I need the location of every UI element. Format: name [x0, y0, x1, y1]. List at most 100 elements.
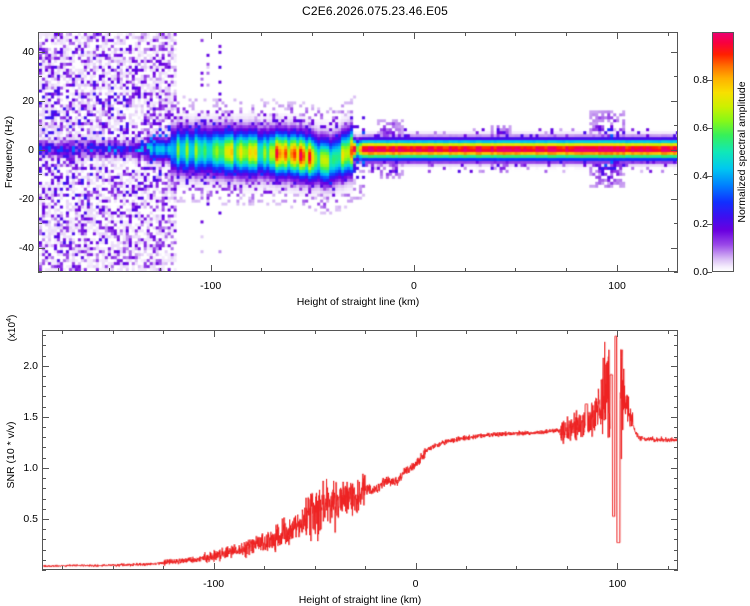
snr-ytick [674, 356, 678, 357]
snr-ytick [42, 447, 46, 448]
snr-xtick [62, 566, 63, 570]
snr-ytick [42, 386, 46, 387]
spectrogram-ytick [671, 248, 678, 249]
spectrogram-ytick [671, 199, 678, 200]
spectrogram-ytick-label: 0 [28, 143, 34, 156]
snr-ytick [674, 345, 678, 346]
spectrogram-ytick [674, 272, 678, 273]
snr-ytick [674, 539, 678, 540]
snr-x-axis-title: Height of straight line (km) [298, 594, 422, 606]
snr-xtick [617, 563, 618, 570]
snr-ytick-label: 0.5 [23, 512, 38, 525]
snr-ytick [671, 468, 678, 469]
colorbar-tick [707, 224, 712, 225]
snr-ytick [42, 356, 46, 357]
spectrogram-y-axis-title-text: Frequency (Hz) [3, 115, 15, 189]
spectrogram-ytick [671, 52, 678, 53]
snr-ytick [42, 529, 46, 530]
snr-xtick [416, 330, 417, 337]
snr-y-axis-exponent: (x104) [4, 305, 18, 351]
spectrogram-xtick [109, 268, 110, 272]
snr-ytick [674, 376, 678, 377]
colorbar-tick-label: 0.4 [693, 170, 708, 182]
snr-xtick [264, 566, 265, 570]
snr-xtick [466, 566, 467, 570]
snr-ytick [42, 376, 46, 377]
spectrogram-xtick [465, 32, 466, 36]
spectrogram-ytick [38, 174, 42, 175]
snr-xtick [668, 566, 669, 570]
colorbar-title: Normalized spectral amplitude [736, 81, 748, 223]
snr-xtick [264, 330, 265, 334]
spectrogram-xtick [515, 268, 516, 272]
spectrogram-ytick [671, 101, 678, 102]
snr-ytick-label: 2.0 [23, 359, 38, 372]
snr-ytick [42, 396, 46, 397]
snr-ytick [674, 560, 678, 561]
spectrogram-ytick [674, 223, 678, 224]
spectrogram-canvas [39, 33, 677, 271]
snr-ytick [674, 386, 678, 387]
spectrogram-xtick [515, 32, 516, 36]
snr-y-axis-title-text: SNR (10 * v/v) [5, 421, 17, 489]
snr-ytick [674, 570, 678, 571]
snr-ytick [42, 437, 46, 438]
spectrogram-ytick [674, 76, 678, 77]
spectrogram-plot-area [38, 32, 678, 272]
snr-ytick [674, 458, 678, 459]
snr-canvas [43, 331, 677, 569]
snr-ytick [42, 509, 46, 510]
snr-xtick [466, 330, 467, 334]
spectrogram-ytick [38, 52, 45, 53]
snr-ytick [42, 478, 46, 479]
spectrogram-ytick [38, 125, 42, 126]
snr-ytick [674, 447, 678, 448]
snr-xtick [567, 330, 568, 334]
snr-y-axis-title: SNR (10 * v/v) [4, 360, 18, 550]
snr-ytick [674, 478, 678, 479]
colorbar-tick-label: 0.6 [693, 122, 708, 134]
snr-xtick [62, 330, 63, 334]
spectrogram-ytick [38, 76, 42, 77]
snr-xtick [365, 566, 366, 570]
snr-xtick [113, 566, 114, 570]
snr-xtick-label: 100 [608, 578, 627, 590]
snr-ytick [42, 468, 49, 469]
spectrogram-ytick [674, 174, 678, 175]
colorbar-tick-label: 0.0 [693, 266, 708, 278]
spectrogram-xtick [58, 268, 59, 272]
snr-ytick-label: 1.5 [23, 410, 38, 423]
snr-ytick [674, 499, 678, 500]
snr-ytick [42, 550, 46, 551]
snr-ytick [674, 407, 678, 408]
snr-ytick [42, 345, 46, 346]
snr-xtick [617, 330, 618, 337]
spectrogram-ytick [38, 101, 45, 102]
snr-ytick [674, 529, 678, 530]
figure-title: C2E6.2026.075.23.46.E05 [301, 4, 449, 18]
spectrogram-xtick [312, 268, 313, 272]
snr-ytick [42, 570, 46, 571]
spectrogram-xtick [668, 32, 669, 36]
spectrogram-ytick [38, 272, 42, 273]
spectrogram-ytick [38, 199, 45, 200]
snr-ytick [671, 519, 678, 520]
snr-xtick [214, 563, 215, 570]
snr-ytick [671, 366, 678, 367]
colorbar-title-wrap: Normalized spectral amplitude [735, 32, 749, 272]
snr-ytick-label: 1.0 [23, 461, 38, 474]
spectrogram-ytick [38, 223, 42, 224]
colorbar [712, 32, 734, 272]
snr-ytick [42, 417, 49, 418]
spectrogram-xtick [211, 265, 212, 272]
snr-ytick [42, 539, 46, 540]
spectrogram-ytick-label: 20 [22, 94, 34, 107]
spectrogram-xtick [261, 32, 262, 36]
snr-ytick [674, 396, 678, 397]
spectrogram-xtick-label: -100 [200, 280, 222, 292]
snr-ytick [674, 335, 678, 336]
snr-ytick [674, 509, 678, 510]
snr-xtick [214, 330, 215, 337]
spectrogram-x-axis-title: Height of straight line (km) [296, 296, 420, 308]
spectrogram-xtick [617, 265, 618, 272]
